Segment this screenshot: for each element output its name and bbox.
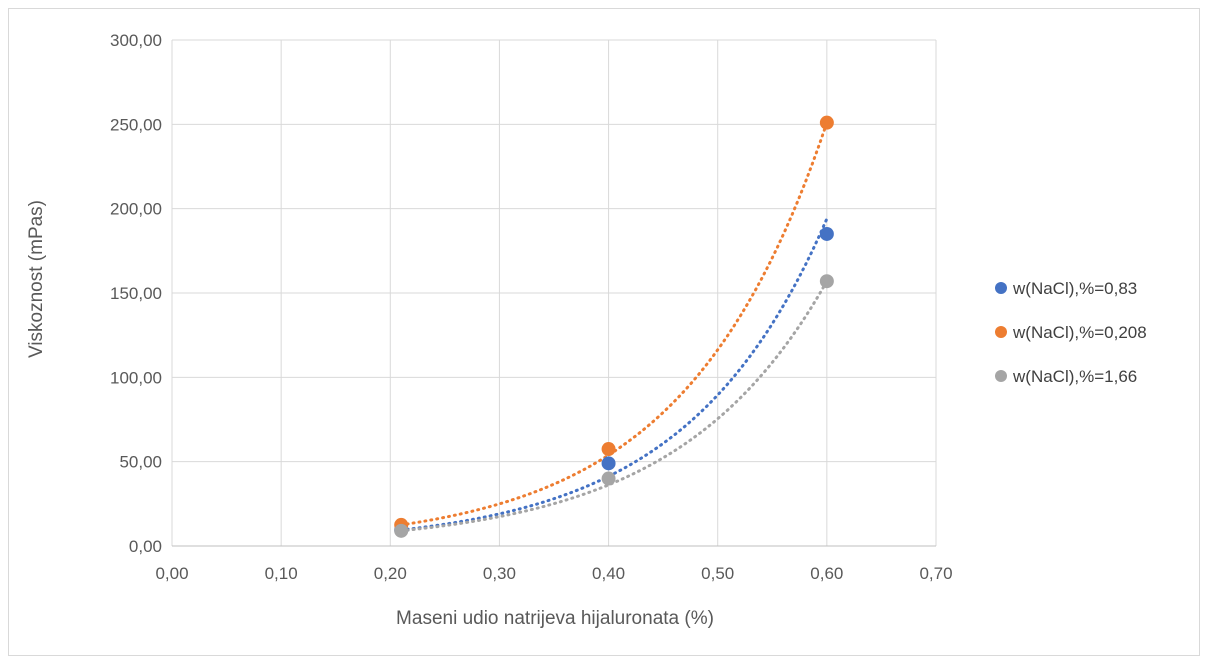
y-tick-label: 150,00 [110, 284, 162, 303]
x-tick-label: 0,70 [919, 564, 952, 583]
trendline-layer [399, 121, 829, 533]
data-point-series-3 [819, 274, 834, 289]
y-axis-title: Viskoznost (mPas) [26, 200, 47, 358]
chart-svg: 0,00 0,10 0,20 0,30 0,40 0,50 0,60 0,70 0,00 50,0… [26, 31, 1147, 629]
y-tick-label: 250,00 [110, 115, 162, 134]
x-axis-title: Maseni udio natrijeva hijaluronata (%) [396, 608, 714, 629]
tick-label-layer: 0,00 0,10 0,20 0,30 0,40 0,50 0,60 0,70 0,00 50,0… [110, 31, 953, 583]
legend-label-series-3: w(NaCl),%=1,66 [1012, 367, 1137, 386]
x-tick-label: 0,50 [701, 564, 734, 583]
x-tick-label: 0,30 [483, 564, 516, 583]
trendline-series-1 [399, 217, 829, 532]
legend-marker-series-2 [995, 326, 1007, 338]
data-point-series-2 [601, 442, 616, 457]
y-tick-label: 200,00 [110, 200, 162, 219]
x-tick-label: 0,00 [155, 564, 188, 583]
legend-marker-series-3 [995, 370, 1007, 382]
legend-label-series-1: w(NaCl),%=0,83 [1012, 279, 1137, 298]
data-point-series-3 [601, 471, 616, 486]
legend: w(NaCl),%=0,83 w(NaCl),%=0,208 w(NaCl),%=1… [995, 279, 1147, 386]
legend-marker-series-1 [995, 282, 1007, 294]
y-tick-label: 100,00 [110, 368, 162, 387]
x-tick-label: 0,40 [592, 564, 625, 583]
data-point-layer [394, 115, 834, 538]
legend-label-series-2: w(NaCl),%=0,208 [1012, 323, 1147, 342]
x-tick-label: 0,60 [810, 564, 843, 583]
y-tick-label: 300,00 [110, 31, 162, 50]
chart-frame: 0,00 0,10 0,20 0,30 0,40 0,50 0,60 0,70 0,00 50,0… [8, 8, 1200, 656]
x-tick-label: 0,10 [265, 564, 298, 583]
data-point-series-1 [819, 226, 834, 241]
y-tick-label: 0,00 [129, 537, 162, 556]
data-point-series-3 [394, 523, 409, 538]
grid-layer [171, 39, 937, 547]
trendline-series-3 [399, 279, 829, 533]
data-point-series-1 [601, 456, 616, 471]
y-tick-label: 50,00 [119, 453, 162, 472]
x-tick-label: 0,20 [374, 564, 407, 583]
data-point-series-2 [819, 115, 834, 130]
